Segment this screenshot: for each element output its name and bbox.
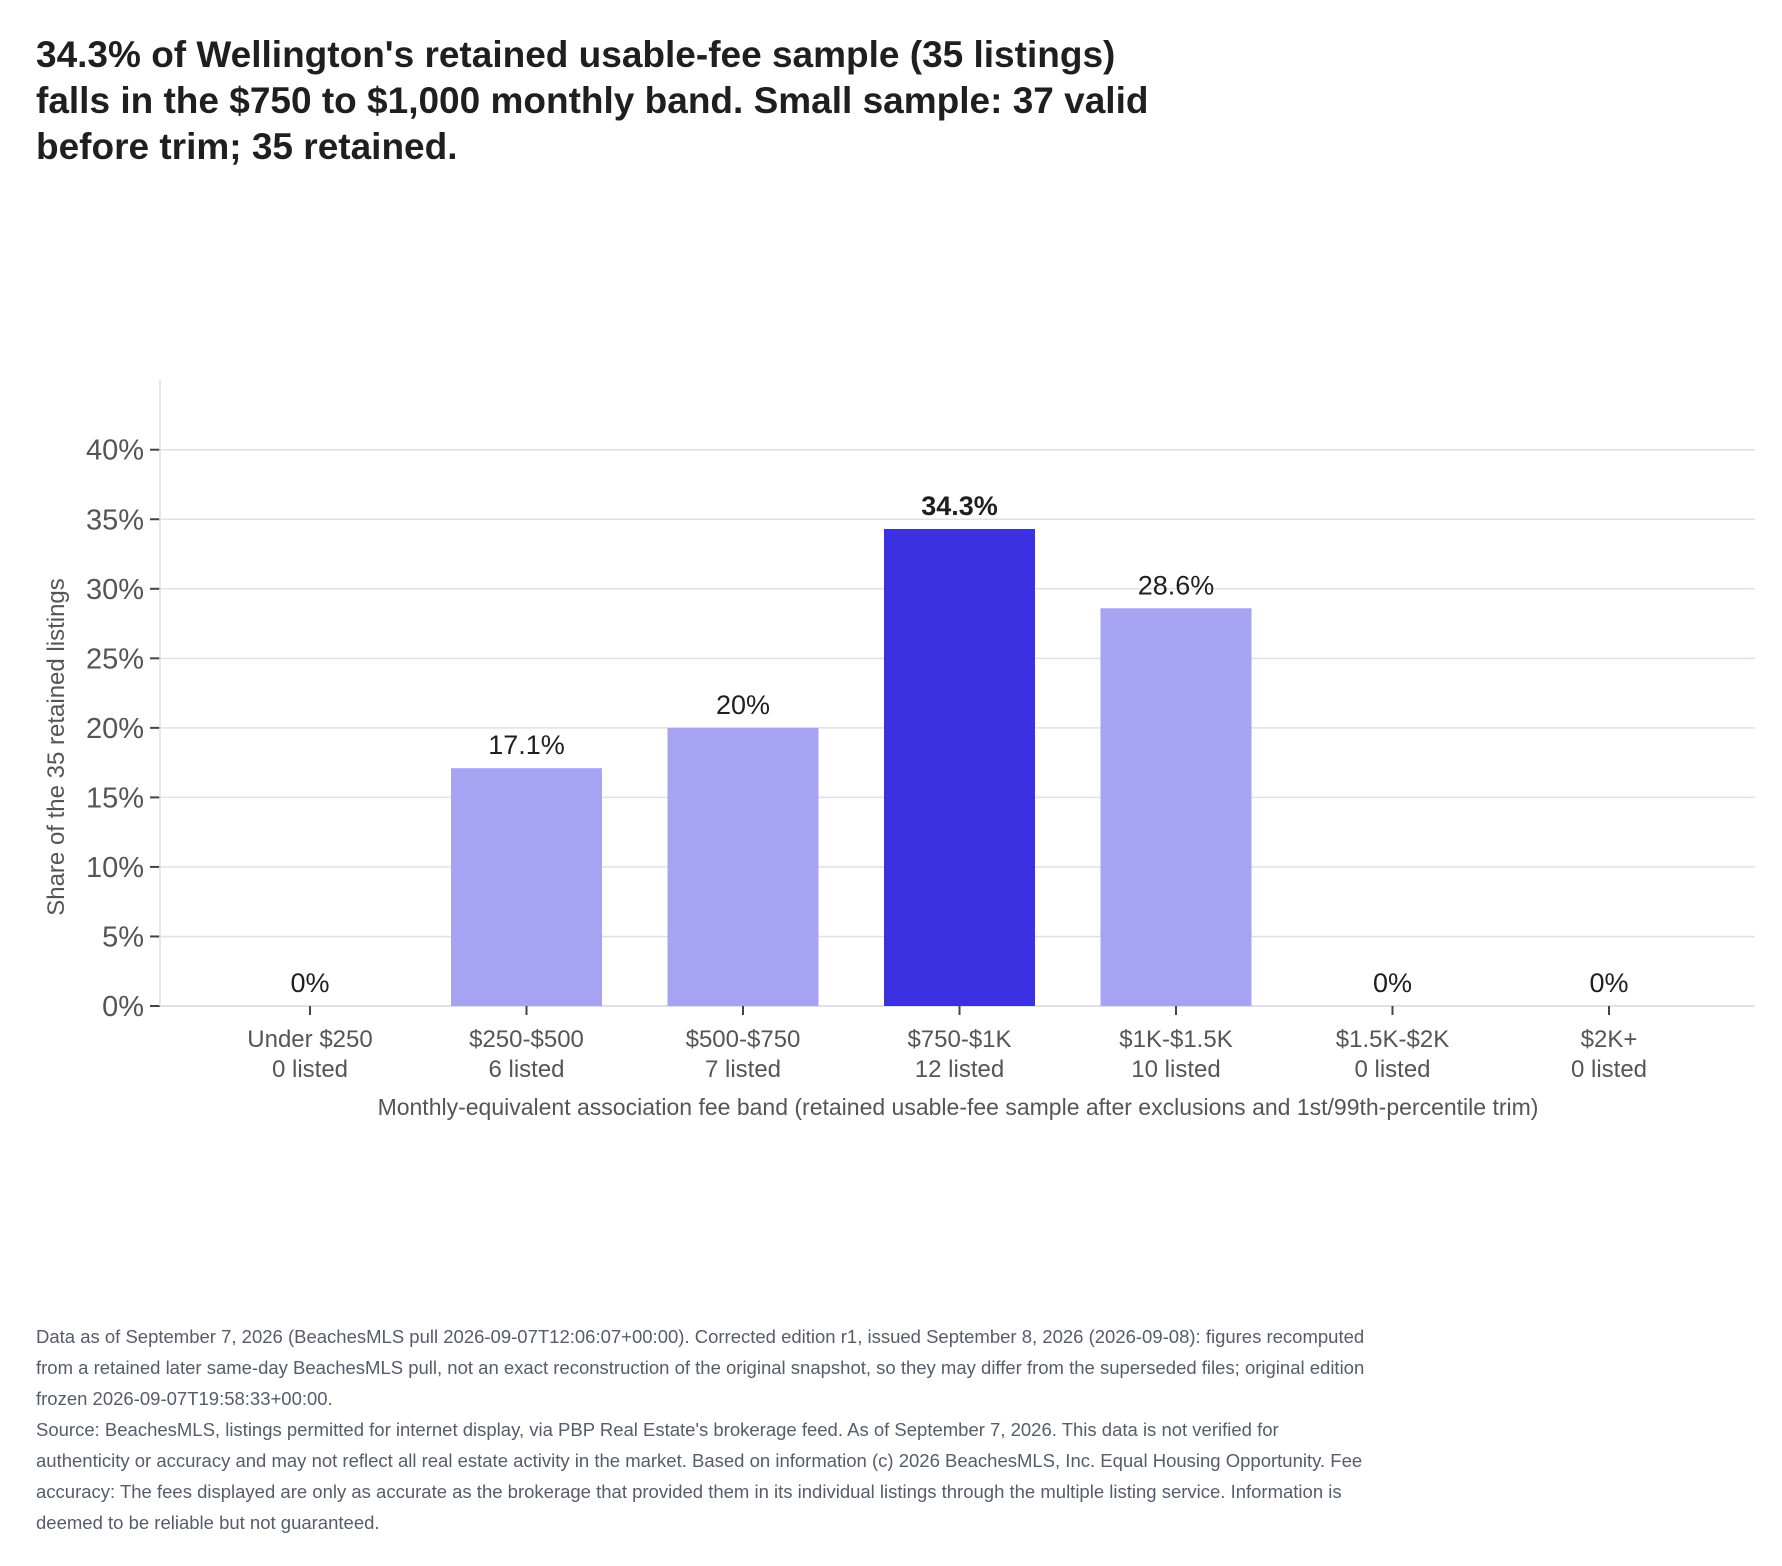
x-tick-count: 12 listed xyxy=(915,1056,1004,1083)
chart-title: 34.3% of Wellington's retained usable-fe… xyxy=(36,32,1236,170)
x-axis-title: Monthly-equivalent association fee band … xyxy=(378,1094,1539,1120)
chart-title-line: falls in the $750 to $1,000 monthly band… xyxy=(36,80,1149,121)
x-tick-label: $1K-$1.5K xyxy=(1119,1026,1232,1053)
bars xyxy=(451,528,1252,1006)
bar-value-label: 0% xyxy=(1373,968,1412,998)
bar-value-label: 0% xyxy=(1589,968,1628,998)
x-tick-label: Under $250 xyxy=(247,1026,372,1053)
y-tick-label: 0% xyxy=(102,991,144,1023)
y-axis-title: Share of the 35 retained listings xyxy=(43,578,70,916)
y-tick-label: 35% xyxy=(86,504,144,536)
bar-value-label: 0% xyxy=(290,968,329,998)
bar-value-label: 20% xyxy=(716,690,770,720)
x-tick-label: $1.5K-$2K xyxy=(1336,1026,1449,1053)
x-tick-count: 7 listed xyxy=(705,1056,781,1083)
x-tick-label: $2K+ xyxy=(1581,1026,1638,1053)
y-tick-label: 25% xyxy=(86,643,144,675)
chart-title-line: 34.3% of Wellington's retained usable-fe… xyxy=(36,34,1116,75)
y-tick-label: 15% xyxy=(86,782,144,814)
bar-chart: 0% 5% 10% 15% 20% 25% 30% 35% 40% Share of the 35… xyxy=(43,380,1755,1120)
chart-title-line: before trim; 35 retained. xyxy=(36,126,458,167)
y-tick-label: 40% xyxy=(86,435,144,467)
bar-value-label: 17.1% xyxy=(488,730,565,760)
y-tick-label: 5% xyxy=(102,921,144,953)
x-tick-label: $500-$750 xyxy=(686,1026,801,1053)
x-tick-count: 0 listed xyxy=(272,1056,348,1083)
axes: 0% 5% 10% 15% 20% 25% 30% 35% 40% Share of the 35… xyxy=(43,380,1755,1120)
x-tick-count: 6 listed xyxy=(488,1056,564,1083)
y-tick-label: 30% xyxy=(86,574,144,606)
y-tick-label: 10% xyxy=(86,852,144,884)
bar-value-label: 34.3% xyxy=(921,491,998,521)
bar xyxy=(884,528,1035,1006)
bar xyxy=(667,727,819,1006)
footer-notes: Data as of September 7, 2026 (BeachesMLS… xyxy=(36,1321,1376,1538)
y-tick-label: 20% xyxy=(86,713,144,745)
x-tick-count: 0 listed xyxy=(1571,1056,1647,1083)
x-tick-label: $250-$500 xyxy=(469,1026,584,1053)
x-tick-label: $750-$1K xyxy=(907,1026,1011,1053)
bar xyxy=(1100,608,1252,1006)
bar xyxy=(451,768,602,1006)
x-tick-count: 0 listed xyxy=(1354,1056,1430,1083)
labels: 0% 17.1% 20% 34.3% 28.6% 0% 0% xyxy=(290,491,1628,998)
edition-note: Data as of September 7, 2026 (BeachesMLS… xyxy=(36,1326,1365,1409)
source-note: Source: BeachesMLS, listings permitted f… xyxy=(36,1419,1363,1533)
bar-value-label: 28.6% xyxy=(1138,570,1215,600)
x-tick-count: 10 listed xyxy=(1131,1056,1220,1083)
